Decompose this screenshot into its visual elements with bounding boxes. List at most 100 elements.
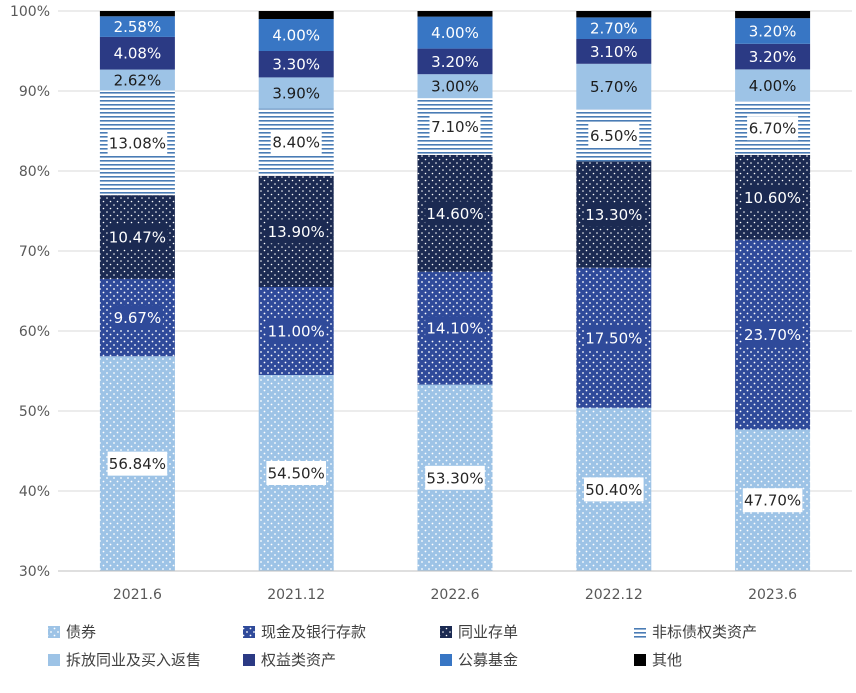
data-label: 3.20% [749, 23, 797, 41]
x-tick-label: 2021.6 [113, 587, 162, 603]
bar-segment [99, 11, 175, 17]
data-label: 2.70% [590, 20, 638, 38]
bar-segment [735, 11, 811, 19]
data-label-box [111, 305, 163, 330]
legend-swatch [440, 654, 452, 666]
data-label: 8.40% [272, 134, 320, 152]
bar-segment [576, 63, 652, 110]
data-label: 5.70% [590, 78, 638, 96]
legend-swatch [243, 626, 255, 638]
data-label: 14.60% [426, 205, 483, 223]
y-tick-label: 80% [19, 164, 50, 180]
bar-segment [417, 74, 493, 99]
data-label: 50.40% [585, 481, 642, 499]
legend-label: 其他 [652, 651, 682, 669]
data-label-box [266, 219, 326, 244]
data-label: 6.70% [749, 120, 797, 138]
bar-segment [417, 16, 493, 49]
data-label: 10.60% [744, 189, 801, 207]
data-label: 56.84% [109, 455, 166, 473]
legend-swatch [48, 654, 60, 666]
data-label-box [584, 477, 644, 502]
y-tick-label: 90% [19, 84, 50, 100]
data-label-box [742, 185, 803, 210]
bar-segment [258, 77, 334, 109]
legend-swatch [243, 654, 255, 666]
data-label-box [742, 322, 803, 347]
data-label: 17.50% [585, 329, 642, 347]
legend-swatch [634, 626, 646, 638]
bar-segment [99, 69, 175, 91]
data-label-box [107, 130, 168, 155]
y-tick-label: 30% [19, 564, 50, 580]
data-label-box [429, 114, 481, 139]
data-label-box [266, 461, 326, 485]
data-label: 3.30% [272, 56, 320, 74]
data-label: 2.58% [114, 18, 162, 36]
data-label: 3.20% [431, 53, 479, 71]
x-tick-label: 2022.6 [431, 587, 480, 603]
data-label: 10.47% [109, 229, 166, 247]
data-label: 2.62% [114, 72, 162, 90]
legend-label: 权益类资产 [261, 651, 336, 669]
x-tick-label: 2021.12 [267, 587, 325, 603]
data-label-box [425, 465, 485, 490]
data-label: 11.00% [268, 323, 325, 341]
data-label: 4.00% [749, 77, 797, 95]
data-label: 9.67% [114, 309, 162, 327]
bar-segment [258, 19, 334, 51]
y-tick-label: 50% [19, 404, 50, 420]
legend-swatch [634, 654, 646, 666]
legend-label: 债券 [66, 623, 96, 641]
data-label: 4.00% [431, 24, 479, 42]
data-label: 7.10% [431, 118, 479, 136]
y-tick-label: 70% [19, 244, 50, 260]
data-label-box [270, 130, 322, 155]
legend-label: 拆放同业及买入返售 [66, 651, 201, 669]
data-label-box [588, 123, 640, 148]
data-label: 6.50% [590, 127, 638, 145]
data-label: 53.30% [426, 469, 483, 487]
data-label-box [584, 202, 644, 227]
data-label: 3.10% [590, 43, 638, 61]
data-label-box [107, 451, 168, 476]
x-tick-label: 2022.12 [585, 587, 643, 603]
bar-segment [258, 51, 334, 78]
data-label-box [425, 316, 485, 341]
data-label-box [107, 225, 168, 250]
bar-segment [99, 16, 175, 37]
data-label: 3.20% [749, 48, 797, 66]
legend-label: 同业存单 [458, 623, 518, 641]
bar-segment [258, 11, 334, 19]
data-label: 4.00% [272, 27, 320, 45]
data-label-box [425, 201, 485, 226]
bar-segment [735, 43, 811, 70]
data-label: 54.50% [268, 465, 325, 483]
legend-label: 现金及银行存款 [261, 623, 366, 641]
y-tick-label: 60% [19, 324, 50, 340]
bar-segment [417, 48, 493, 75]
bar-segment [735, 69, 811, 102]
data-label: 13.08% [109, 134, 166, 152]
data-label-box [266, 319, 326, 343]
bar-segment [576, 11, 652, 18]
legend-label: 非标债权类资产 [652, 623, 757, 641]
data-label: 23.70% [744, 326, 801, 344]
data-label-box [747, 116, 799, 141]
y-tick-label: 100% [10, 4, 50, 20]
data-label: 4.08% [114, 45, 162, 63]
data-label: 13.30% [585, 206, 642, 224]
data-label: 3.00% [431, 78, 479, 96]
data-label-box [584, 325, 644, 350]
bar-segment [99, 36, 175, 70]
data-label: 14.10% [426, 320, 483, 338]
y-tick-label: 40% [19, 484, 50, 500]
data-label: 3.90% [272, 85, 320, 103]
bar-segment [417, 11, 493, 17]
bar-segment [576, 17, 652, 39]
legend-swatch [440, 626, 452, 638]
bar-segment [735, 18, 811, 44]
legend-swatch [48, 626, 60, 638]
x-tick-label: 2023.6 [748, 587, 797, 603]
